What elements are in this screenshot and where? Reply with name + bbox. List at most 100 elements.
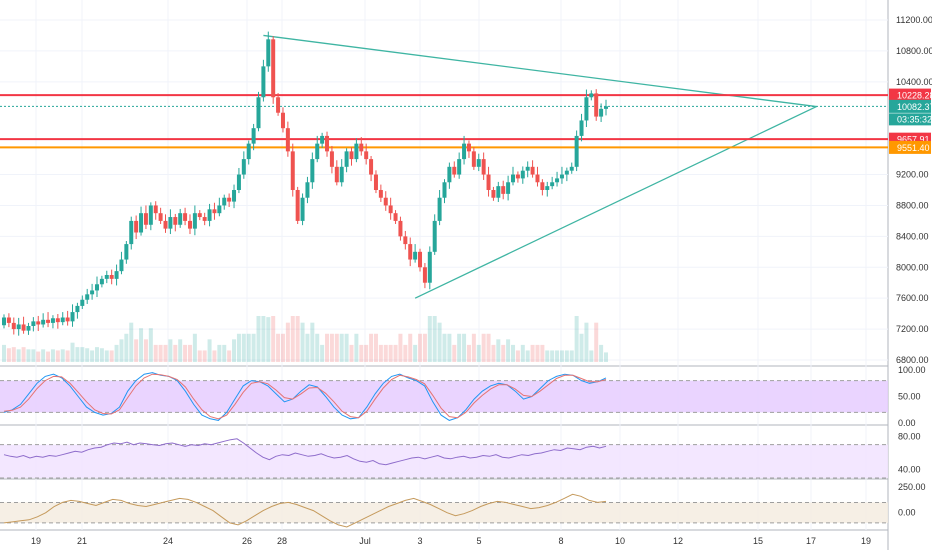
volume-bar [432,316,437,362]
candle-body [163,220,168,229]
volume-bar [94,347,99,362]
candle-body [589,93,594,98]
candle-body [466,143,471,152]
time-tick-label: Jul [359,536,371,546]
time-tick-label: 8 [558,536,563,546]
candle-body [432,220,437,252]
candle-body [559,174,564,179]
candle-body [139,213,144,233]
candle-body [60,317,65,323]
candle-body [222,197,227,206]
time-tick-label: 5 [476,536,481,546]
candle-body [256,97,261,129]
volume-bar [158,344,163,362]
volume-bar [222,344,227,362]
candle-body [217,205,222,214]
candle-body [520,170,525,179]
candle-body [486,174,491,190]
candle-body [31,321,36,326]
volume-bar [569,350,574,362]
candle-body [187,220,192,229]
time-tick-label: 24 [163,536,173,546]
candle-body [325,135,330,152]
volume-bar [393,344,398,362]
volume-bar [476,344,481,362]
volume-bar [310,322,315,362]
candle-body [173,217,178,225]
volume-bar [232,339,237,362]
candle-body [369,159,374,175]
volume-bar [559,350,564,362]
volume-bar [466,344,471,362]
candle-body [55,318,60,323]
candle-body [320,135,325,144]
volume-bar [148,328,153,362]
time-tick-label: 17 [806,536,816,546]
candle-body [192,213,197,229]
volume-bar [90,350,95,362]
candle-body [354,143,359,160]
candle-body [579,120,584,136]
candle-body [359,143,364,152]
volume-bar [604,352,608,362]
candle-body [530,166,535,175]
cci-line [3,493,607,528]
candle-body [70,312,75,322]
volume-bar [471,333,476,362]
candle-body [388,205,393,214]
candle-body [535,174,540,183]
price-tick-label: 8000.00 [896,262,929,272]
volume-bar [187,344,192,362]
candle-body [599,108,604,117]
candle-body [16,324,21,330]
candle-body [212,209,217,214]
rsi-tick-label: 40.00 [898,465,921,475]
candle-body [476,159,481,167]
volume-bar [85,348,90,362]
candle-body [329,151,334,167]
volume-bar [202,350,207,362]
candle-body [383,197,388,206]
time-tick-label: 12 [673,536,683,546]
price-tick-label: 10800.00 [896,46,932,56]
volume-bar [163,344,168,362]
volume-bar [369,333,374,362]
countdown-bg [889,113,931,126]
candle-body [6,317,11,323]
volume-bar [271,316,276,362]
volume-bar [447,333,452,362]
volume-bar [344,333,349,362]
volume-bar [491,344,496,362]
volume-bar [11,347,16,362]
candle-body [246,143,251,160]
volume-bar [373,333,378,362]
candle-body [99,278,104,285]
candle-body [207,209,212,221]
candle-body [104,275,109,279]
volume-bar [261,316,266,362]
volume-bar [50,349,55,362]
candle-body [85,294,90,300]
volume-bar [173,344,178,362]
stoch-tick-label: 100.00 [898,365,926,375]
volume-bar [574,316,579,362]
candle-body [227,197,232,202]
candle-body [178,213,183,225]
candle-body [134,220,139,233]
volume-bar [192,333,197,362]
candle-body [364,151,369,160]
candle-body [109,275,114,279]
volume-bar [550,350,555,362]
candle-body [266,39,271,67]
support-price-label-bg [889,140,931,154]
volume-bar [124,333,129,362]
volume-bar [427,316,432,362]
volume-bar [285,322,290,362]
volume-bar [325,333,330,362]
volume-bar [114,344,119,362]
candle-body [447,166,452,183]
cci-tick-label: 0.00 [898,508,916,518]
candle-body [408,244,413,260]
candle-body [197,213,202,218]
time-tick-label: 21 [77,536,87,546]
